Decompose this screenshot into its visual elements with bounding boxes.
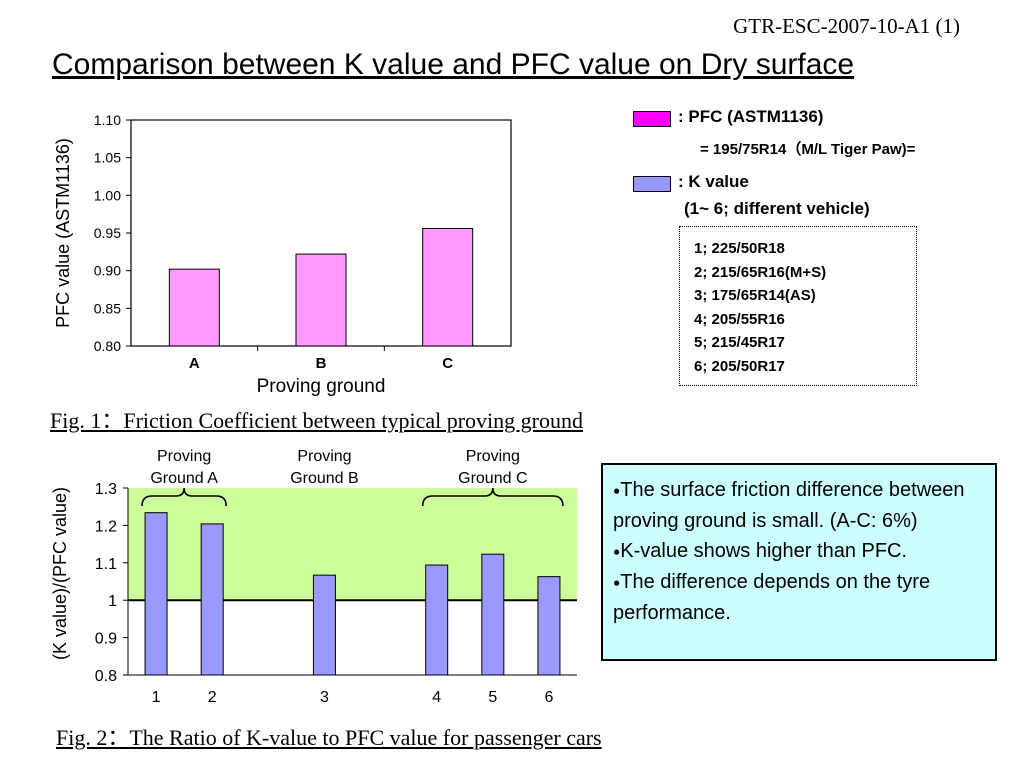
note-text: K-value shows higher than PFC. bbox=[620, 540, 908, 563]
x-tick-label: 2 bbox=[208, 689, 217, 706]
bullet-icon: ● bbox=[613, 575, 621, 590]
tire-item: 5; 215/45R17 bbox=[694, 334, 785, 351]
y-tick-label: 0.9 bbox=[95, 631, 117, 648]
y-tick-label: 1.10 bbox=[94, 112, 121, 128]
x-tick-label: 3 bbox=[320, 689, 329, 706]
x-tick-label: 5 bbox=[488, 689, 497, 706]
bar bbox=[312, 574, 336, 676]
y-tick-label: 0.85 bbox=[94, 300, 121, 316]
group-label: Ground A bbox=[150, 470, 218, 487]
x-tick-label: 6 bbox=[544, 689, 553, 706]
x-tick-label: B bbox=[316, 355, 327, 372]
y-tick-label: 1.3 bbox=[95, 481, 117, 498]
tire-item: 2; 215/65R16(M+S) bbox=[694, 263, 827, 281]
group-label: Proving bbox=[297, 448, 351, 465]
x-tick-label: A bbox=[189, 355, 200, 372]
group-label: Proving bbox=[157, 448, 211, 465]
bullet-icon: ● bbox=[613, 483, 621, 498]
x-axis-title: Proving ground bbox=[257, 376, 386, 397]
y-tick-label: 0.80 bbox=[94, 338, 121, 354]
y-tick-label: 0.95 bbox=[94, 225, 121, 241]
bar bbox=[295, 253, 347, 347]
tire-item: 1; 225/50R18 bbox=[694, 240, 785, 257]
y-tick-label: 1.1 bbox=[95, 556, 117, 573]
y-axis-title: (K value)/(PFC value) bbox=[50, 487, 70, 660]
tire-item: 6; 205/50R17 bbox=[694, 357, 785, 375]
group-brace bbox=[141, 487, 227, 507]
y-tick-label: 1.00 bbox=[94, 187, 121, 203]
y-tick-label: 1.05 bbox=[94, 150, 121, 166]
y-tick-label: 0.90 bbox=[94, 263, 121, 279]
bar bbox=[422, 227, 474, 347]
x-tick-label: 1 bbox=[152, 689, 161, 706]
group-brace bbox=[421, 487, 564, 507]
tire-item: 3; 175/65R14(AS) bbox=[694, 287, 816, 304]
tire-item: 4; 205/55R16 bbox=[694, 310, 785, 328]
y-tick-label: 1 bbox=[108, 593, 117, 610]
pfc-legend-swatch bbox=[633, 111, 671, 127]
figure2-caption: Fig. 2：The Ratio of K-value to PFC value… bbox=[56, 725, 602, 750]
bar bbox=[168, 268, 220, 347]
group-label-bg bbox=[446, 444, 539, 488]
document-id: GTR-ESC-2007-10-A1 (1) bbox=[733, 14, 960, 38]
tire-list-box: 1; 225/50R18 2; 215/65R16(M+S) 3; 175/65… bbox=[679, 226, 917, 386]
pfc-legend-tire: = 195/75R14（M/L Tiger Paw)= bbox=[700, 141, 916, 158]
bar bbox=[425, 564, 449, 676]
notes-box: ●The surface friction difference between… bbox=[601, 463, 997, 661]
note-item: ●The difference depends on the tyre perf… bbox=[613, 567, 987, 628]
group-label-bg bbox=[278, 444, 371, 488]
above-one-region bbox=[128, 488, 577, 601]
figure1-caption: Fig. 1：Friction Coefficient between typi… bbox=[50, 408, 583, 433]
bullet-icon: ● bbox=[613, 544, 621, 559]
group-label: Ground B bbox=[290, 470, 358, 487]
y-tick-label: 0.8 bbox=[95, 668, 117, 685]
group-label: Ground C bbox=[458, 470, 527, 487]
slide-title: Comparison between K value and PFC value… bbox=[52, 48, 855, 81]
note-item: ●K-value shows higher than PFC. bbox=[613, 536, 987, 567]
bar bbox=[200, 523, 224, 676]
note-text: The surface friction difference between … bbox=[613, 479, 965, 532]
pfc-legend-label: : PFC (ASTM1136) bbox=[678, 107, 824, 126]
group-label: Proving bbox=[466, 448, 520, 465]
y-axis-title: PFC value (ASTM1136) bbox=[53, 138, 73, 328]
bar bbox=[144, 512, 168, 676]
k-legend-label: : K value bbox=[678, 172, 749, 191]
note-item: ●The surface friction difference between… bbox=[613, 475, 987, 536]
k-legend-swatch bbox=[633, 176, 671, 192]
k-legend-sub: (1~ 6; different vehicle) bbox=[684, 199, 870, 218]
bar bbox=[537, 576, 561, 676]
x-tick-label: 4 bbox=[432, 689, 441, 706]
group-label-bg bbox=[138, 444, 231, 488]
y-tick-label: 1.2 bbox=[95, 518, 117, 535]
note-text: The difference depends on the tyre perfo… bbox=[613, 571, 931, 625]
bar bbox=[481, 553, 505, 676]
x-tick-label: C bbox=[442, 355, 453, 372]
